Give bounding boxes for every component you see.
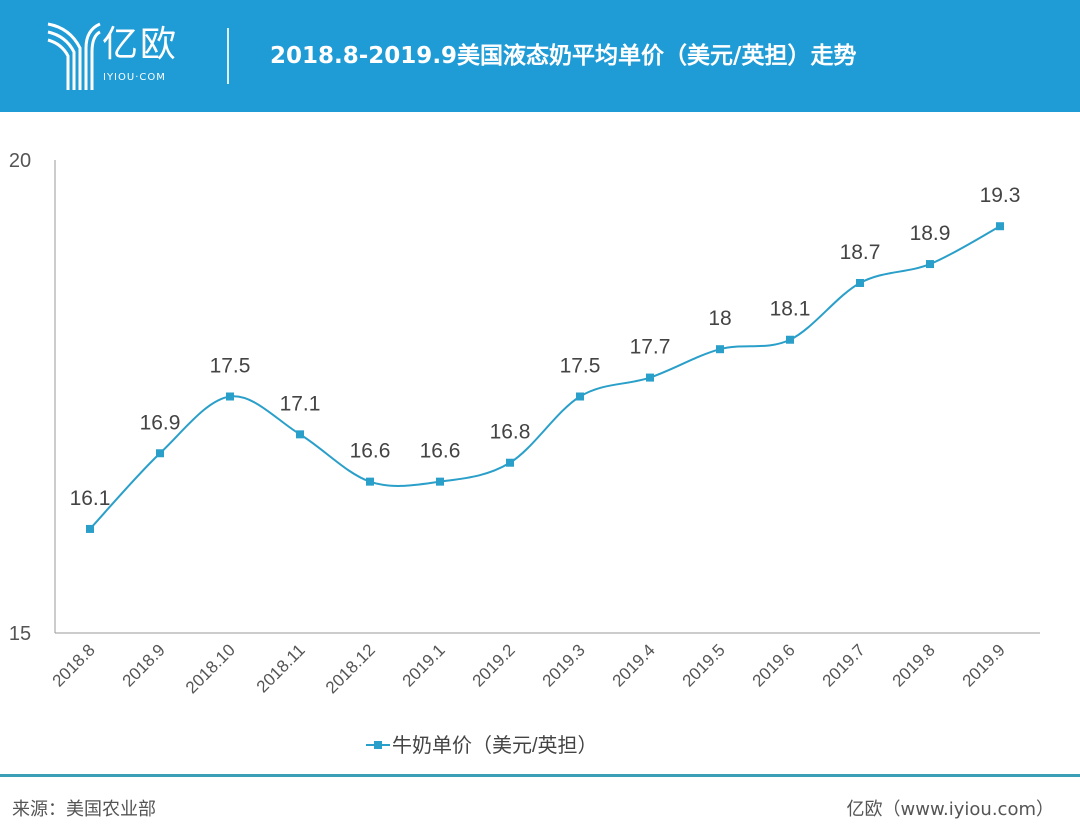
data-point — [786, 335, 794, 344]
footer-divider — [0, 774, 1080, 777]
data-point — [436, 477, 444, 486]
data-label: 19.3 — [980, 184, 1021, 207]
x-tick-label: 2019.4 — [609, 640, 659, 690]
data-label: 17.1 — [280, 392, 321, 415]
data-point — [226, 392, 234, 401]
data-label: 17.5 — [210, 355, 251, 378]
data-label: 17.5 — [560, 355, 601, 378]
data-point — [716, 345, 724, 354]
iyiou-logo-icon — [47, 22, 101, 90]
series-line — [89, 225, 1001, 530]
y-tick-label: 15 — [9, 623, 31, 645]
data-point — [996, 222, 1004, 231]
x-tick-label: 2018.10 — [182, 640, 239, 697]
x-tick-label: 2019.8 — [889, 640, 939, 690]
data-label: 18 — [708, 307, 731, 330]
logo-text: 亿欧 — [102, 24, 179, 65]
x-tick-label: 2019.5 — [679, 640, 729, 690]
data-label: 16.9 — [140, 411, 181, 434]
data-point — [856, 278, 864, 287]
x-tick-label: 2019.2 — [469, 640, 519, 690]
data-point — [86, 524, 94, 533]
chart-title: 2018.8-2019.9美国液态奶平均单价（美元/英担）走势 — [270, 43, 857, 69]
data-label: 16.6 — [350, 440, 391, 463]
source-text: 来源：美国农业部 — [12, 799, 156, 820]
data-label: 16.1 — [70, 487, 111, 510]
data-point — [366, 477, 374, 486]
x-tick-label: 2018.9 — [119, 640, 169, 690]
x-tick-label: 2019.6 — [749, 640, 799, 690]
line-chart: 15 20 2018.8 2018.9 2018.10 2018.11 2018.12 201… — [9, 150, 1040, 757]
data-label: 17.7 — [630, 336, 671, 359]
data-point — [296, 430, 304, 439]
legend-label: 牛奶单价（美元/英担） — [392, 734, 598, 757]
x-tick-label: 2019.1 — [399, 640, 449, 690]
data-label: 16.6 — [420, 440, 461, 463]
data-point — [506, 458, 514, 467]
legend-marker — [374, 741, 382, 749]
logo-subtext: IYIOU·COM — [103, 72, 166, 83]
data-point — [926, 260, 934, 269]
data-point — [156, 449, 164, 458]
data-point — [576, 392, 584, 401]
data-label: 18.9 — [910, 222, 951, 245]
credit-text: 亿欧（www.iyiou.com） — [846, 799, 1054, 820]
x-tick-label: 2018.8 — [49, 640, 99, 690]
data-point — [646, 373, 654, 382]
header-banner: 亿欧 IYIOU·COM 2018.8-2019.9美国液态奶平均单价（美元/英… — [0, 0, 1080, 112]
data-label: 18.7 — [840, 241, 881, 264]
x-tick-label: 2018.11 — [253, 640, 309, 696]
x-tick-label: 2019.7 — [819, 640, 869, 690]
x-tick-label: 2018.12 — [322, 640, 379, 697]
data-label: 18.1 — [770, 298, 811, 321]
x-tick-label: 2019.3 — [539, 640, 589, 690]
header-divider — [227, 28, 229, 84]
x-tick-label: 2019.9 — [959, 640, 1009, 690]
y-tick-label: 20 — [9, 150, 31, 172]
data-label: 16.8 — [490, 421, 531, 444]
